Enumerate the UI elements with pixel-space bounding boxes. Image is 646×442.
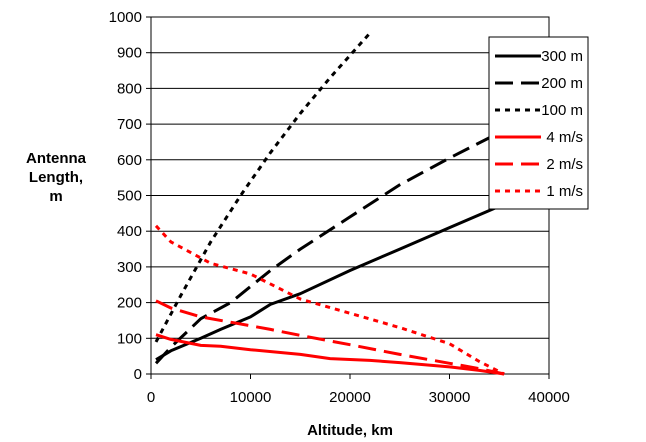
x-tick-label: 20000 [329, 389, 371, 406]
legend-label-4: 4 m/s [546, 129, 583, 146]
y-tick-label: 1000 [109, 9, 142, 26]
x-tick-label: 40000 [528, 389, 570, 406]
series-lines [154, 32, 510, 376]
y-tick-label: 900 [117, 45, 142, 62]
y-tick-label: 0 [134, 366, 142, 383]
y-tick-label: 700 [117, 116, 142, 133]
x-tick-label: 30000 [429, 389, 471, 406]
y-tick-label: 200 [117, 295, 142, 312]
series-line-4 [155, 333, 505, 376]
legend-label-3: 100 m [541, 102, 583, 119]
y-tick-label: 500 [117, 188, 142, 205]
y-axis-title-line: m [49, 188, 62, 205]
y-tick-label: 600 [117, 152, 142, 169]
legend-label-1: 300 m [541, 48, 583, 65]
series-line-3 [154, 32, 372, 343]
y-axis-title-line: Length, [29, 169, 83, 186]
series-line-2 [154, 126, 510, 365]
series-line-6 [154, 224, 505, 376]
grid-lines [151, 52, 549, 339]
series-line-1 [155, 201, 510, 361]
y-tick-label: 300 [117, 259, 142, 276]
series-line-5 [155, 299, 505, 376]
legend-label-6: 1 m/s [546, 183, 583, 200]
x-tick-label: 0 [147, 389, 155, 406]
x-tick-label: 10000 [230, 389, 272, 406]
legend-label-2: 200 m [541, 75, 583, 92]
legend: 300 m 200 m 100 m 4 m/s 2 m/s 1 m/s [488, 36, 589, 210]
y-tick-label: 400 [117, 223, 142, 240]
legend-box [488, 36, 589, 210]
x-axis-title: Altitude, km [307, 422, 393, 439]
y-tick-label: 800 [117, 80, 142, 97]
y-tick-label: 100 [117, 330, 142, 347]
y-axis-title-line: Antenna [26, 150, 87, 167]
legend-label-5: 2 m/s [546, 156, 583, 173]
